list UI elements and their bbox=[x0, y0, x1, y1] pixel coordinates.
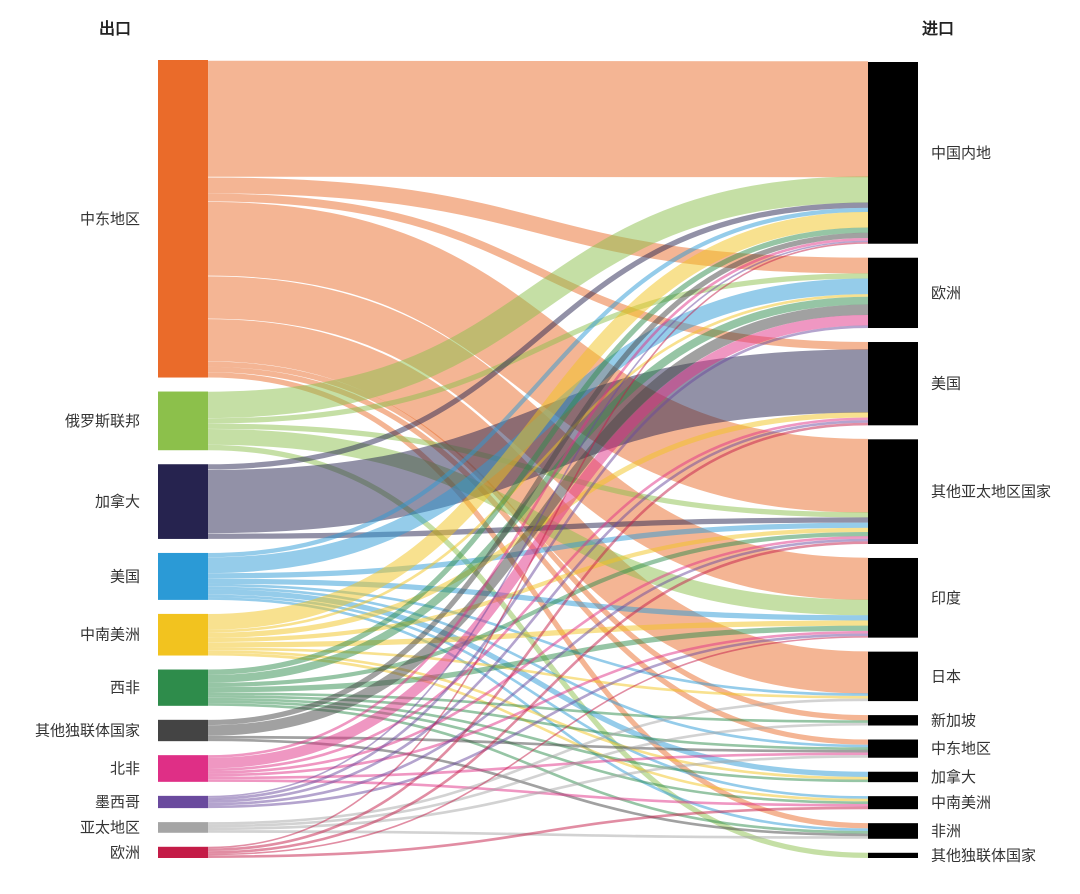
target-header: 进口 bbox=[922, 19, 954, 38]
source-label: 中东地区 bbox=[80, 210, 140, 228]
flow-link bbox=[207, 830, 869, 839]
target-label: 加拿大 bbox=[931, 768, 976, 786]
target-label: 新加坡 bbox=[931, 711, 976, 729]
target-label: 中南美洲 bbox=[931, 794, 991, 812]
flow-link bbox=[207, 314, 869, 769]
target-node bbox=[868, 715, 918, 726]
flow-link bbox=[207, 422, 869, 852]
source-node bbox=[158, 846, 208, 858]
source-label: 美国 bbox=[110, 567, 140, 585]
target-node bbox=[868, 823, 918, 839]
source-label: 西非 bbox=[110, 679, 140, 697]
flow-link bbox=[207, 652, 869, 802]
flow-link bbox=[207, 722, 869, 828]
source-node bbox=[158, 822, 208, 833]
target-label: 其他亚太地区国家 bbox=[931, 483, 1051, 501]
target-label: 日本 bbox=[931, 667, 961, 685]
source-node bbox=[158, 613, 208, 656]
source-node bbox=[158, 795, 208, 809]
flow-link bbox=[207, 806, 869, 858]
target-node bbox=[868, 796, 918, 810]
flow-link bbox=[207, 620, 869, 648]
links-layer bbox=[207, 60, 869, 859]
source-node bbox=[158, 719, 208, 742]
flow-link bbox=[207, 527, 869, 643]
source-label: 北非 bbox=[110, 760, 140, 778]
flow-link bbox=[207, 417, 869, 772]
source-header: 出口 bbox=[99, 19, 131, 38]
source-label: 加拿大 bbox=[95, 493, 140, 511]
source-node bbox=[158, 391, 208, 451]
flow-link bbox=[207, 536, 869, 774]
flow-link bbox=[207, 207, 869, 558]
flow-link bbox=[207, 636, 869, 856]
flow-link bbox=[207, 232, 869, 726]
flow-link bbox=[207, 242, 869, 849]
flow-link bbox=[207, 60, 869, 178]
target-node bbox=[868, 439, 918, 544]
target-node bbox=[868, 739, 918, 758]
source-label: 墨西哥 bbox=[95, 793, 140, 811]
flow-link bbox=[207, 325, 869, 801]
source-node bbox=[158, 552, 208, 600]
flow-link bbox=[207, 630, 869, 777]
target-label: 美国 bbox=[931, 375, 961, 393]
flow-link bbox=[207, 538, 869, 806]
target-label: 非洲 bbox=[931, 822, 961, 840]
flow-link bbox=[207, 420, 869, 803]
flow-link bbox=[207, 237, 869, 758]
flow-link bbox=[207, 578, 869, 621]
target-node bbox=[868, 557, 918, 638]
flow-link bbox=[207, 695, 869, 750]
flow-link bbox=[207, 201, 869, 513]
nodes-layer bbox=[158, 60, 918, 858]
target-node bbox=[868, 62, 918, 244]
flow-link bbox=[207, 202, 869, 470]
flow-link bbox=[207, 319, 869, 694]
source-label: 俄罗斯联邦 bbox=[65, 412, 140, 430]
flow-link bbox=[207, 240, 869, 798]
target-label: 印度 bbox=[931, 589, 961, 607]
source-node bbox=[158, 669, 208, 706]
source-node bbox=[158, 755, 208, 782]
target-node bbox=[868, 257, 918, 329]
source-label: 其他独联体国家 bbox=[35, 721, 140, 739]
source-node bbox=[158, 464, 208, 539]
target-label: 中东地区 bbox=[931, 740, 991, 758]
flow-link bbox=[207, 273, 869, 424]
source-node bbox=[158, 60, 208, 378]
target-label: 中国内地 bbox=[931, 144, 991, 162]
source-label: 亚太地区 bbox=[80, 818, 140, 836]
target-node bbox=[868, 771, 918, 783]
flow-link bbox=[207, 176, 869, 419]
flow-link bbox=[207, 738, 869, 837]
labels-layer: 出口 进口 中东地区俄罗斯联邦加拿大美国中南美洲西非其他独联体国家北非墨西哥亚太… bbox=[35, 19, 1051, 864]
target-label: 其他独联体国家 bbox=[931, 846, 1036, 864]
flow-link bbox=[207, 296, 869, 683]
target-node bbox=[868, 342, 918, 426]
source-label: 欧洲 bbox=[110, 843, 140, 861]
target-label: 欧洲 bbox=[931, 284, 961, 302]
flow-link bbox=[207, 752, 869, 780]
flow-link bbox=[207, 294, 869, 633]
source-label: 中南美洲 bbox=[80, 626, 140, 644]
flow-link bbox=[207, 211, 869, 630]
flow-link bbox=[207, 349, 869, 534]
flow-link bbox=[207, 541, 869, 854]
flow-link bbox=[207, 625, 869, 693]
target-node bbox=[868, 651, 918, 702]
target-node bbox=[868, 852, 918, 858]
flow-link bbox=[207, 698, 869, 825]
flow-link bbox=[207, 633, 869, 809]
flow-link bbox=[207, 227, 869, 675]
